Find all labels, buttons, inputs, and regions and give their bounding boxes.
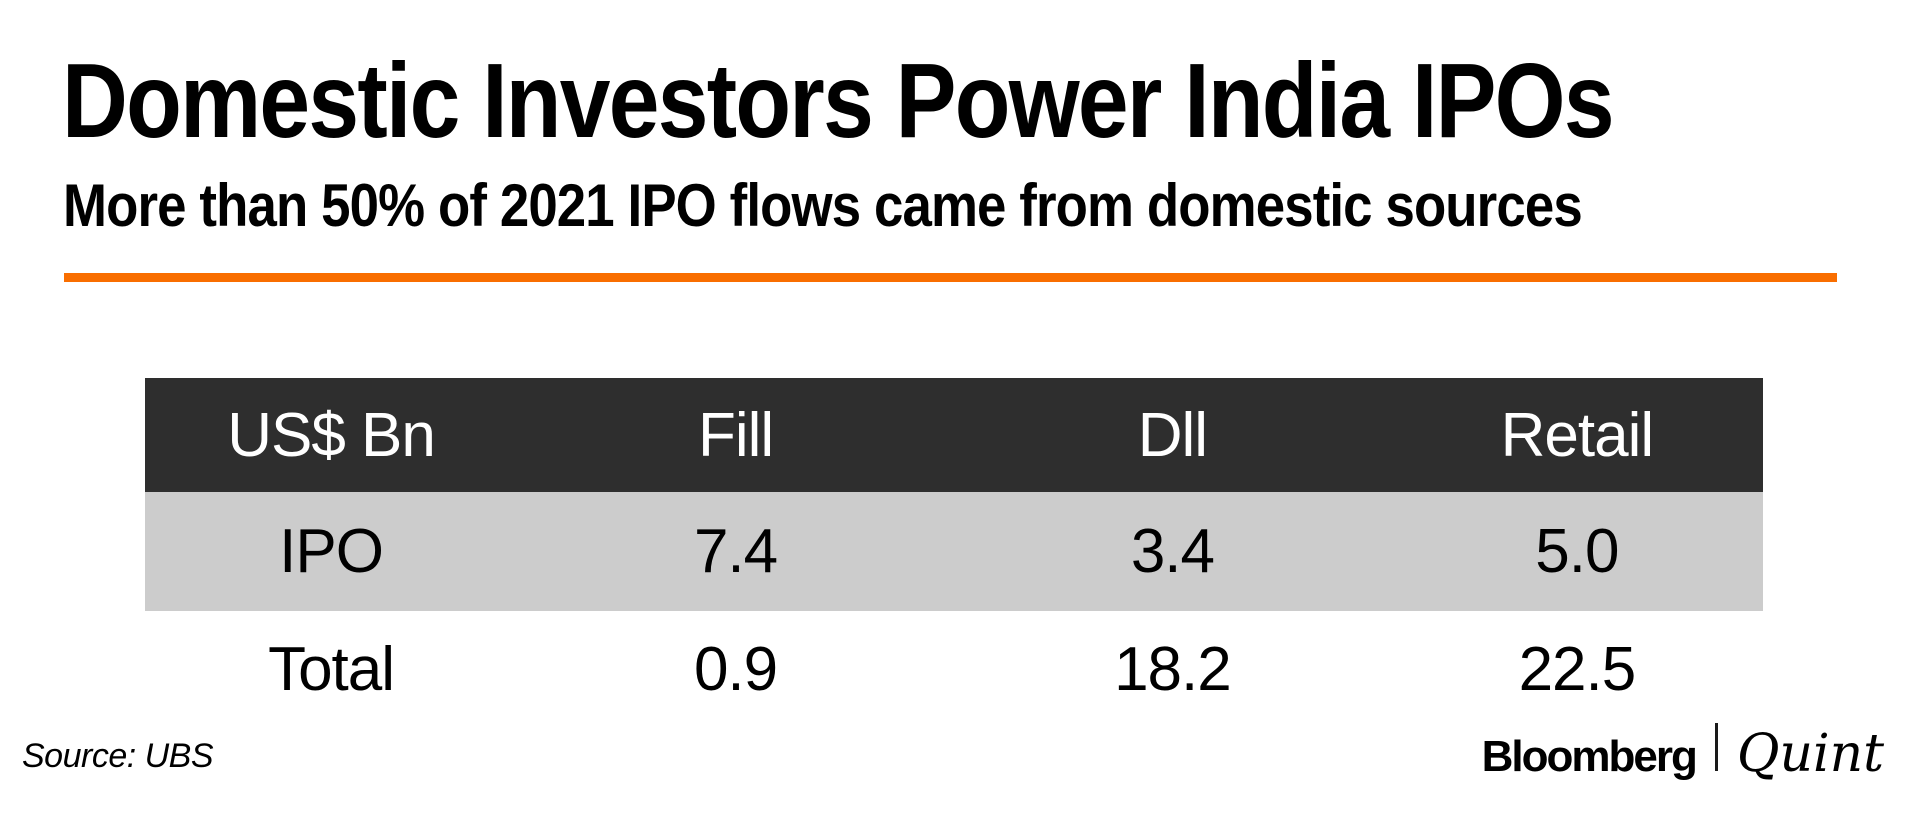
chart-subtitle: More than 50% of 2021 IPO flows came fro… (63, 172, 1583, 239)
header-cell-dll: Dll (1137, 400, 1208, 470)
table-row-total: Total 0.9 18.2 22.5 (145, 611, 1763, 727)
row-label-ipo: IPO (279, 517, 384, 586)
table-row-ipo: IPO 7.4 3.4 5.0 (145, 492, 1763, 611)
cell-total-fill: 0.9 (693, 634, 778, 704)
row-label-total: Total (268, 634, 395, 704)
cell-ipo-retail: 5.0 (1535, 517, 1619, 586)
cell-total-retail: 22.5 (1518, 634, 1637, 704)
data-table: US$ Bn Fill Dll Retail IPO 7.4 3.4 5.0 T… (145, 378, 1763, 727)
source-note: Source: UBS (22, 737, 214, 775)
bloomberg-logo: Bloomberg (1481, 732, 1698, 781)
chart-title: Domestic Investors Power India IPOs (62, 42, 1615, 160)
header-cell-retail: Retail (1500, 400, 1655, 470)
cell-ipo-dll: 3.4 (1130, 517, 1215, 586)
brand-lockup: Bloomberg Quint (1482, 723, 1884, 784)
cell-ipo-fill: 7.4 (693, 517, 778, 586)
quint-logo: Quint (1736, 724, 1884, 784)
header-cell-usd-bn: US$ Bn (227, 400, 436, 470)
accent-divider (64, 273, 1837, 282)
cell-total-dll: 18.2 (1114, 634, 1232, 704)
header-cell-fill: Fill (697, 400, 774, 470)
table-header-row: US$ Bn Fill Dll Retail (145, 378, 1763, 492)
logo-divider-bar (1714, 723, 1718, 771)
